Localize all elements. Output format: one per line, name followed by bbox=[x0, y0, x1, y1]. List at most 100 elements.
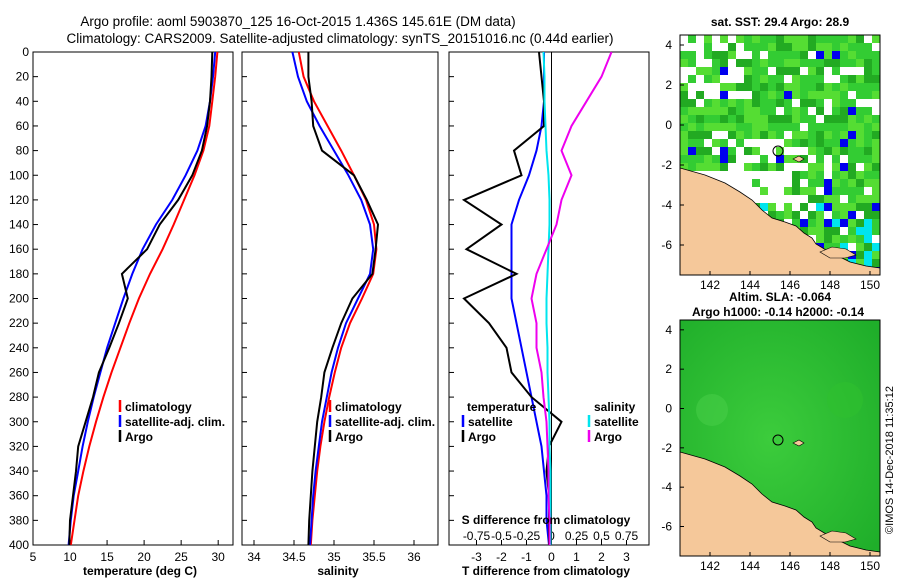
sst-cell bbox=[720, 163, 728, 171]
sst-cell bbox=[864, 67, 872, 75]
sst-cell bbox=[696, 155, 704, 163]
sst-cell bbox=[792, 171, 800, 179]
sst-cell bbox=[744, 59, 752, 67]
imos-credit: ©IMOS 14-Dec-2018 11:35:12 bbox=[884, 386, 896, 534]
sst-cell bbox=[680, 123, 688, 131]
sst-cell bbox=[864, 155, 872, 163]
sst-cell bbox=[768, 59, 776, 67]
depth-tick-label: 220 bbox=[9, 316, 29, 330]
sst-cell bbox=[776, 51, 784, 59]
depth-tick-label: 140 bbox=[9, 218, 29, 232]
sla-island bbox=[819, 530, 857, 543]
sst-cell bbox=[680, 83, 688, 91]
lon-tick-label: 148 bbox=[820, 559, 840, 573]
sst-cell bbox=[792, 115, 800, 123]
sst-cell bbox=[760, 35, 768, 43]
sst-cell bbox=[744, 131, 752, 139]
x-tick-label: 34 bbox=[247, 550, 261, 564]
sst-cell bbox=[864, 203, 872, 211]
lat-tick-label: 2 bbox=[665, 362, 672, 376]
sst-cell bbox=[840, 115, 848, 123]
sst-cell bbox=[848, 195, 856, 203]
sst-cell bbox=[760, 203, 768, 211]
depth-tick-label: 80 bbox=[16, 144, 30, 158]
sst-cell bbox=[832, 139, 840, 147]
sst-cell bbox=[848, 235, 856, 243]
sst-cell bbox=[808, 59, 816, 67]
sst-cell bbox=[784, 211, 792, 219]
x-tick-label: 10 bbox=[63, 550, 77, 564]
sst-cell bbox=[824, 35, 832, 43]
sst-cell bbox=[712, 123, 720, 131]
legend-satellite: satellite-adj. clim. bbox=[125, 415, 225, 429]
depth-tick-label: 20 bbox=[16, 70, 30, 84]
sst-cell bbox=[688, 75, 696, 83]
sst-cell bbox=[848, 51, 856, 59]
sst-cell bbox=[832, 123, 840, 131]
sst-cell bbox=[744, 75, 752, 83]
sst-cell bbox=[840, 179, 848, 187]
sst-cell bbox=[816, 91, 824, 99]
sst-cell bbox=[688, 155, 696, 163]
sst-argo-marker bbox=[772, 145, 784, 157]
sst-cell bbox=[776, 59, 784, 67]
sst-cell bbox=[864, 195, 872, 203]
sst-cell bbox=[768, 115, 776, 123]
sst-cell bbox=[792, 43, 800, 51]
sst-cell bbox=[784, 35, 792, 43]
sst-cell bbox=[832, 203, 840, 211]
sst-cell bbox=[816, 155, 824, 163]
sst-cell bbox=[808, 171, 816, 179]
depth-tick-label: 200 bbox=[9, 292, 29, 306]
sst-cell bbox=[696, 131, 704, 139]
sst-cell bbox=[824, 115, 832, 123]
sst-cell bbox=[720, 91, 728, 99]
sst-cell bbox=[864, 179, 872, 187]
sst-cell bbox=[864, 163, 872, 171]
sst-cell bbox=[848, 155, 856, 163]
sst-cell bbox=[872, 171, 880, 179]
sst-cell bbox=[864, 259, 872, 267]
legend-salinity-title: salinity bbox=[594, 400, 636, 414]
sst-cell bbox=[832, 67, 840, 75]
lon-tick-label: 146 bbox=[780, 559, 800, 573]
s-tick-label: -0.75 bbox=[463, 529, 491, 543]
sst-cell bbox=[728, 83, 736, 91]
sst-cell bbox=[752, 43, 760, 51]
x-tick-label: 35.5 bbox=[362, 550, 386, 564]
sla-map-panel: Altim. SLA: -0.064 Argo h1000: -0.14 h20… bbox=[661, 290, 881, 573]
sst-cell bbox=[736, 115, 744, 123]
sst-cell bbox=[720, 123, 728, 131]
sst-cell bbox=[736, 123, 744, 131]
sst-cell bbox=[688, 99, 696, 107]
sst-cell bbox=[776, 67, 784, 75]
sst-cell bbox=[688, 147, 696, 155]
sla-land-new-guinea bbox=[680, 451, 880, 556]
sst-cell bbox=[720, 155, 728, 163]
sst-cell bbox=[872, 67, 880, 75]
sst-cell bbox=[848, 227, 856, 235]
sst-cell bbox=[832, 35, 840, 43]
sst-cell bbox=[712, 115, 720, 123]
depth-tick-label: 180 bbox=[9, 267, 29, 281]
sst-cell bbox=[808, 163, 816, 171]
sst-cell bbox=[800, 107, 808, 115]
sst-cell bbox=[856, 75, 864, 83]
sst-cell bbox=[856, 139, 864, 147]
legend-climatology: climatology bbox=[335, 400, 402, 414]
sst-cell bbox=[872, 203, 880, 211]
sst-cell bbox=[752, 91, 760, 99]
sst-cell bbox=[816, 67, 824, 75]
sst-cell bbox=[784, 115, 792, 123]
sst-cell bbox=[704, 115, 712, 123]
sst-cell bbox=[848, 163, 856, 171]
sst-cell bbox=[744, 107, 752, 115]
sst-cell bbox=[680, 147, 688, 155]
sst-cell bbox=[856, 131, 864, 139]
sst-cell bbox=[696, 147, 704, 155]
sst-cell bbox=[760, 155, 768, 163]
x-tick-label: 20 bbox=[137, 550, 151, 564]
sst-cell bbox=[744, 35, 752, 43]
sst-cell bbox=[824, 227, 832, 235]
sst-cell bbox=[864, 123, 872, 131]
